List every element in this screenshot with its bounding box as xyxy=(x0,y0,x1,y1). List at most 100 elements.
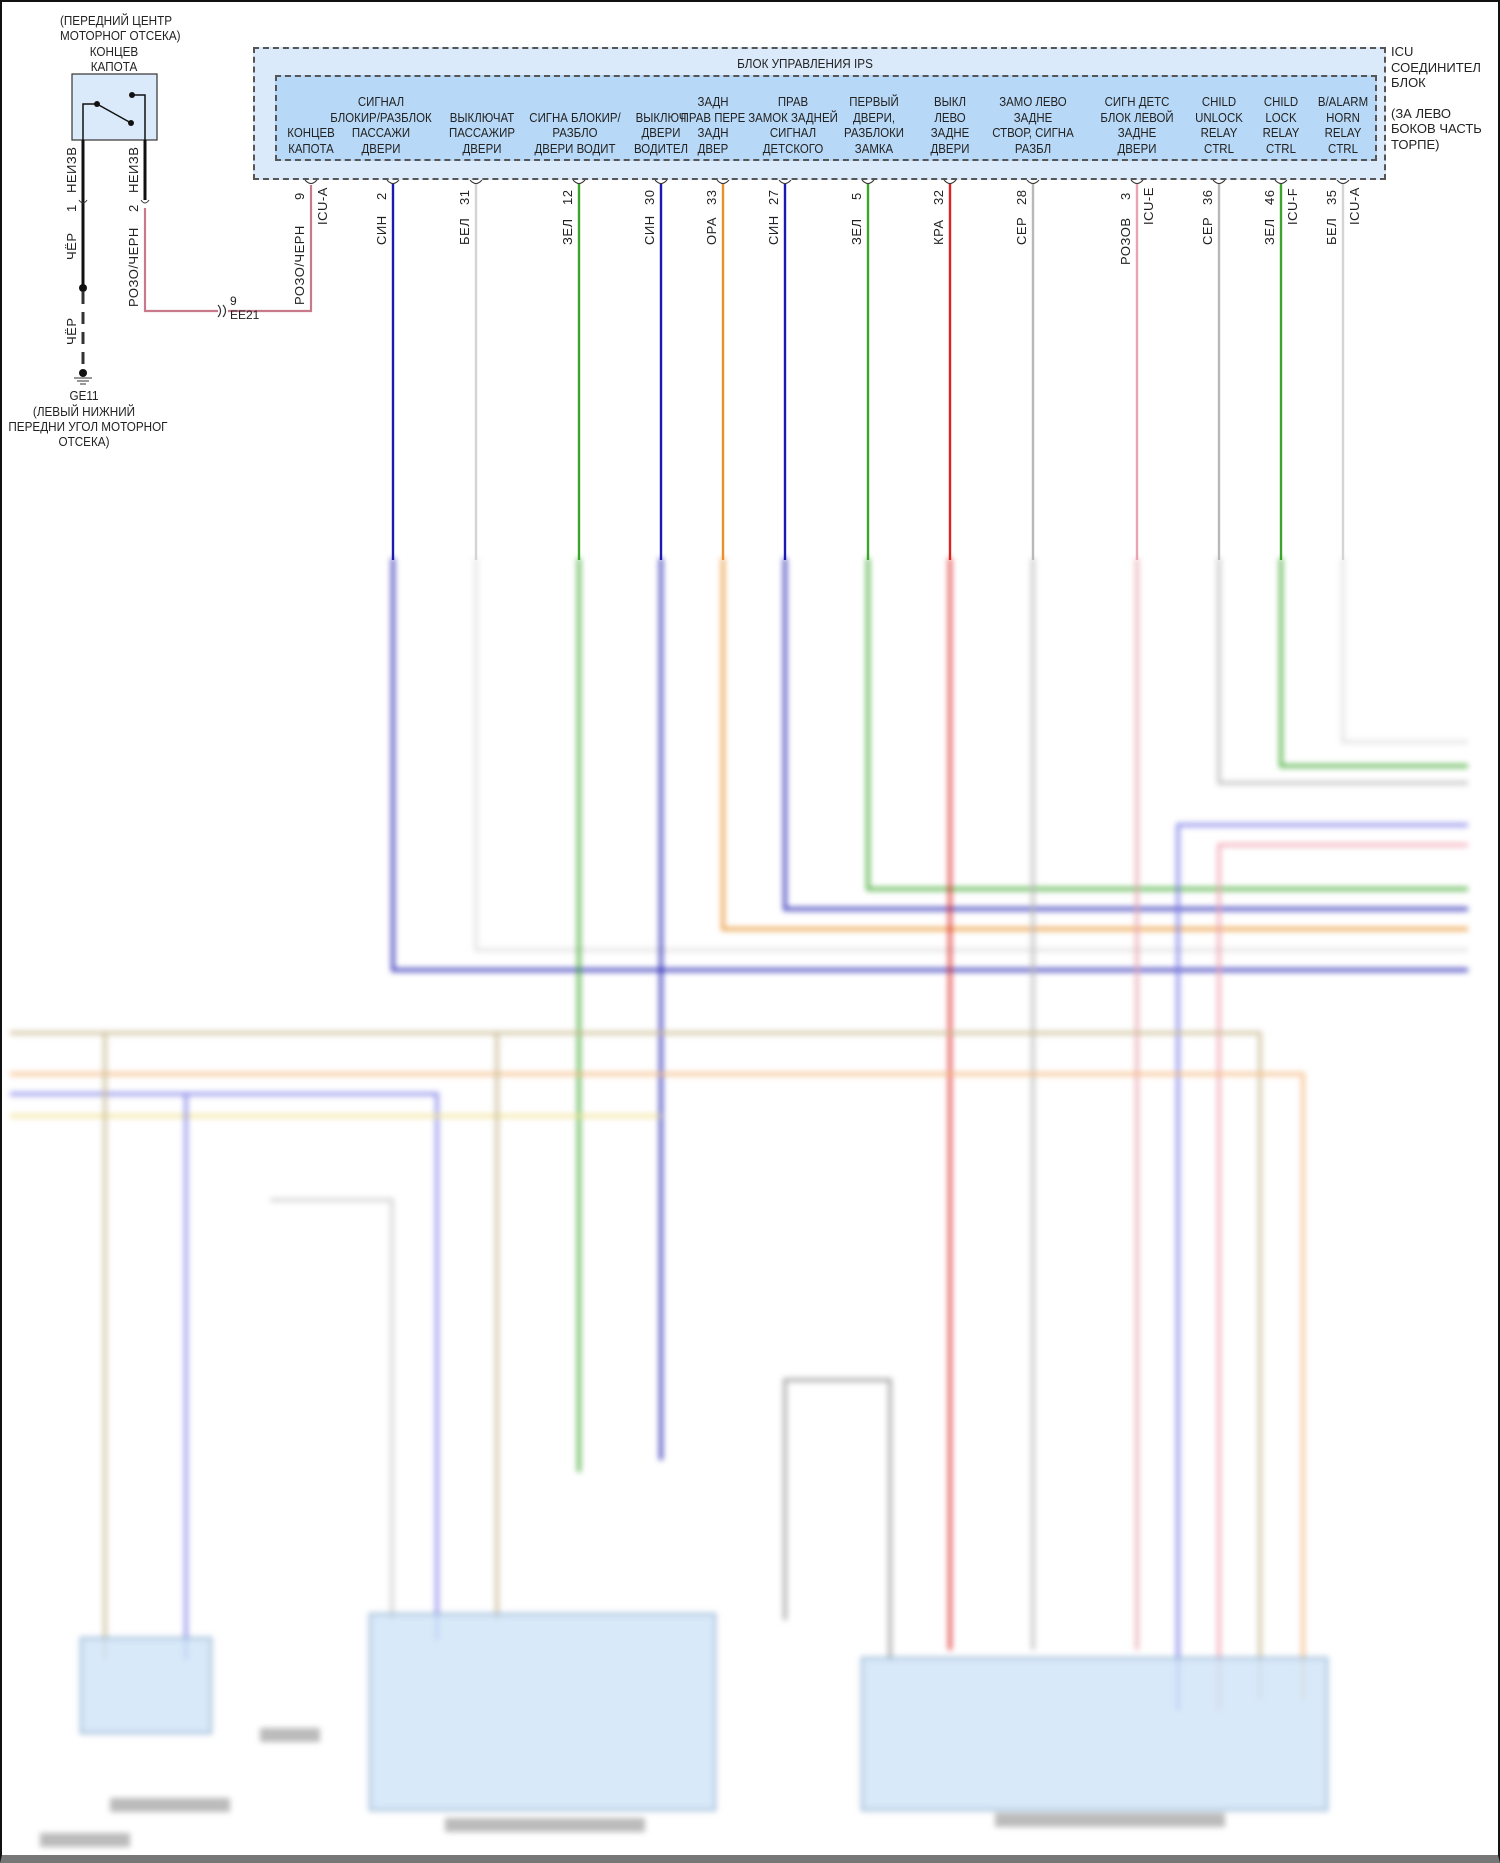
side-label-line: ТОРПЕ) xyxy=(1391,136,1440,152)
splice-dot xyxy=(79,284,87,292)
ground-id: GE11 xyxy=(69,388,99,403)
title-line: КОНЦЕВ xyxy=(89,44,139,59)
ground-line: ПЕРЕДНИ УГОЛ МОТОРНОГ xyxy=(8,419,168,434)
pin-number: 12 xyxy=(560,189,575,205)
pin-label-line: RELAY xyxy=(1200,125,1238,140)
connector-id: ICU-E xyxy=(1141,187,1156,225)
pin-label-12: СИГНА БЛОКИР/РАЗБЛО ДВЕРИ ВОДИТ xyxy=(522,110,628,157)
pin-number: 33 xyxy=(704,189,719,205)
lower-wire xyxy=(1217,843,1468,1710)
lower-wire xyxy=(10,1031,1262,1700)
hood-switch-wires xyxy=(74,140,313,385)
pin-label-line: ПАССАЖИР xyxy=(449,125,515,140)
lower-wire xyxy=(783,558,1468,911)
lower-wire xyxy=(1217,558,1468,785)
icu-side-label: ICU СОЕДИНИТЕЛ БЛОК (ЗА ЛЕВО БОКОВ ЧАСТЬ… xyxy=(1391,44,1500,152)
component-box xyxy=(79,1636,213,1735)
lower-wire xyxy=(1341,558,1468,744)
pin-label-line: RELAY xyxy=(1324,125,1362,140)
wire-color-label: ЧЁР xyxy=(64,232,79,260)
wire-color-label: БЕЛ xyxy=(457,217,472,245)
pin-number: 32 xyxy=(931,189,946,205)
pin-number: 2 xyxy=(126,204,141,212)
pin-number: 28 xyxy=(1014,189,1029,205)
side-label-line: (ЗА ЛЕВО xyxy=(1391,105,1452,121)
pin-label-line: ЗАМКА xyxy=(854,140,894,156)
pin-number: 1 xyxy=(64,204,79,212)
title-line: (ПЕРЕДНИЙ ЦЕНТР xyxy=(60,13,173,28)
pin-label-27: ПРАВ ЗАМОК ЗАДНЕЙ СИГНАЛ ДЕТСКОГО xyxy=(740,94,846,156)
title-line: КАПОТА xyxy=(90,59,138,74)
pin-label-9: КОНЦЕВ КАПОТА xyxy=(258,125,364,156)
pin-label-line: UNLOCK xyxy=(1195,109,1243,125)
pin-label-line: ПРАВ ПЕРЕ xyxy=(680,109,746,125)
pin-label-30: ВЫКЛЮЧ ДВЕРИ ВОДИТЕЛ xyxy=(608,110,714,157)
pin-label-line: ЗАДНЕ xyxy=(1117,125,1157,140)
pin-label-line: ЗАМО ЛЕВО xyxy=(999,94,1067,109)
pin-label-line: ЗАМОК ЗАДНЕЙ xyxy=(748,109,838,125)
pin-label-line: РАЗБЛОКИ xyxy=(843,125,905,140)
pin-label-line: СИГНАЛ xyxy=(769,125,817,140)
side-label-line: БОКОВ ЧАСТЬ xyxy=(1391,121,1482,136)
pin-number: 46 xyxy=(1262,189,1277,205)
top-wiring xyxy=(71,73,1350,560)
connector-ee21-icon xyxy=(217,304,227,318)
pin-label-line: РАЗБЛ xyxy=(1014,140,1052,156)
pin-label-line: CTRL xyxy=(1204,140,1234,156)
pin-label-line: ДВЕРИ xyxy=(930,140,970,156)
lower-wiring xyxy=(10,558,1468,1847)
pin-label-line: ДВЕРИ xyxy=(641,125,681,140)
pin-label-36: CHILD UNLOCK RELAY CTRL xyxy=(1166,94,1272,156)
illegible-label xyxy=(445,1818,645,1832)
pin-label-line: ЗАДНЕ xyxy=(930,125,970,140)
wire-color-label: ЗЕЛ xyxy=(560,218,575,245)
pin-label-5: ПЕРВЫЙ ДВЕРИ, РАЗБЛОКИ ЗАМКА xyxy=(821,94,927,156)
pin-label-2: СИГНАЛ БЛОКИР/РАЗБЛОК ПАССАЖИ ДВЕРИ xyxy=(328,94,434,156)
pin-label-line: ЗАДНЕ xyxy=(1013,109,1053,125)
pin-label-line: CTRL xyxy=(1266,140,1296,156)
pin-label-line: ДВЕРИ xyxy=(1117,140,1157,156)
connector-id: ICU-A xyxy=(315,187,330,225)
pin-label-line: ДЕТСКОГО xyxy=(762,140,824,156)
lower-wire xyxy=(10,1072,1305,1700)
connector-pin: 9 xyxy=(230,294,237,308)
pin-label-line: ПАССАЖИ xyxy=(351,125,411,140)
lower-wire xyxy=(270,1198,394,1620)
pin-type: НЕИЗВ xyxy=(126,146,141,193)
pin-label-line: СИГНАЛ xyxy=(357,94,405,109)
pin-label-line: ЛЕВО xyxy=(934,109,966,125)
component-box xyxy=(860,1656,1329,1812)
side-label-line: ICU СОЕДИНИТЕЛ xyxy=(1391,44,1481,75)
pin-type: НЕИЗВ xyxy=(64,146,79,193)
pin-label-line: ЗАДН xyxy=(697,125,729,140)
ground-line: (ЛЕВЫЙ НИЖНИЙ xyxy=(32,404,136,419)
pin-label-line: БЛОКИР/РАЗБЛОК xyxy=(330,109,432,125)
wire-color-label: СЕР xyxy=(1014,216,1029,245)
lower-wire xyxy=(10,1092,439,1640)
pin-number: 27 xyxy=(766,189,781,205)
pin-label-line: БЛОК ЛЕВОЙ xyxy=(1100,109,1174,125)
illegible-label xyxy=(40,1833,130,1847)
wire-color-label: СИН xyxy=(374,215,389,245)
pin-number: 2 xyxy=(374,192,389,200)
ips-connector-area xyxy=(275,75,1377,161)
pin-label-line: HORN xyxy=(1326,109,1360,125)
pin-label-31: ВЫКЛЮЧАТ ПАССАЖИР ДВЕРИ xyxy=(429,110,535,157)
wire-color-label: СИН xyxy=(642,215,657,245)
pin-label-line: RELAY xyxy=(1262,125,1300,140)
pin-label-line: ВОДИТЕЛ xyxy=(633,140,688,156)
side-label-line: БЛОК xyxy=(1391,75,1426,90)
pin-label-line: КАПОТА xyxy=(288,140,334,156)
pin-label-line: РАЗБЛО xyxy=(552,125,598,140)
wire-color-label: СЕР xyxy=(1200,216,1215,245)
pin-label-line: CHILD xyxy=(1263,94,1299,109)
pin-label-line: LOCK xyxy=(1265,109,1297,125)
lower-wire xyxy=(391,558,1468,972)
pin-label-3: СИГН ДЕТС БЛОК ЛЕВОЙ ЗАДНЕ ДВЕРИ xyxy=(1084,94,1190,156)
pin-number: 9 xyxy=(292,192,307,200)
illegible-label xyxy=(260,1728,320,1742)
pin-label-46: CHILD LOCK RELAY CTRL xyxy=(1228,94,1334,156)
blurred-lower-diagram xyxy=(0,558,1500,1853)
lower-wire xyxy=(1176,823,1468,1710)
ips-unit-title: БЛОК УПРАВЛЕНИЯ IPS xyxy=(737,56,873,71)
